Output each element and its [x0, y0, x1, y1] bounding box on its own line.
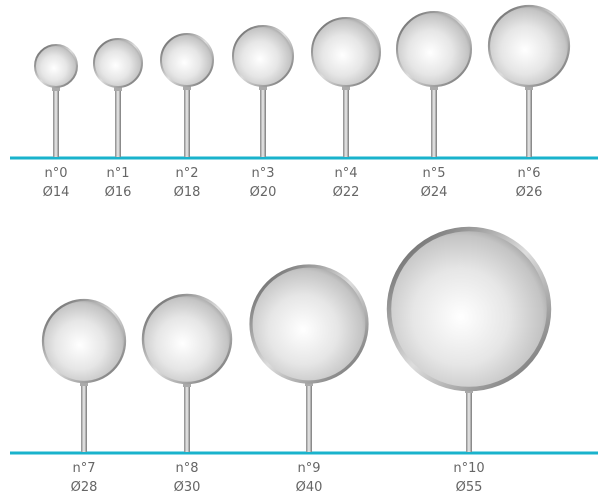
mirror-number: n°10 [453, 461, 484, 476]
mirror-diameter: Ø18 [174, 185, 201, 200]
mirror-head [93, 38, 143, 88]
mirror-number: n°5 [422, 166, 445, 181]
mirror-handle [53, 85, 59, 157]
mirror-head [311, 17, 381, 87]
mirror-number: n°7 [72, 461, 95, 476]
mirror-diameter: Ø30 [174, 480, 201, 493]
mirror-head [141, 293, 233, 385]
mirror-number: n°6 [517, 166, 540, 181]
mirror-handle [81, 380, 87, 452]
mirror-head [232, 25, 294, 87]
mirror-handle [526, 84, 532, 157]
mirror-handle [184, 381, 190, 452]
mirror-head [395, 10, 473, 88]
mirror-diameter: Ø16 [105, 185, 132, 200]
mirror-handle [343, 84, 349, 157]
mirror-head [249, 264, 369, 384]
mirror-diameter: Ø22 [333, 185, 360, 200]
mirror-handle [115, 85, 121, 157]
mirror-handle [260, 84, 266, 157]
mirror-head [160, 33, 214, 87]
mirror-diameter: Ø28 [71, 480, 98, 493]
mirror-head [41, 298, 127, 384]
mirror-number: n°2 [175, 166, 198, 181]
mirror-handle [306, 380, 312, 452]
mirror-number: n°4 [334, 166, 357, 181]
mirror-number: n°0 [44, 166, 67, 181]
mirror-handle [184, 84, 190, 157]
mirror-head [487, 4, 571, 88]
mirror-diameter: Ø24 [421, 185, 448, 200]
mirror-diameter: Ø26 [516, 185, 543, 200]
mirror-diameter: Ø55 [456, 480, 483, 493]
mirror-head [386, 226, 552, 392]
mirror-number: n°9 [297, 461, 320, 476]
mirror-number: n°3 [251, 166, 274, 181]
mirror-diameter: Ø14 [43, 185, 70, 200]
mirror-diameter: Ø20 [250, 185, 277, 200]
mirror-handle [431, 84, 437, 157]
mirror-handle [466, 387, 472, 452]
mirror-number: n°8 [175, 461, 198, 476]
mirror-number: n°1 [106, 166, 129, 181]
mirror-head [34, 44, 78, 88]
mirror-diameter: Ø40 [296, 480, 323, 493]
